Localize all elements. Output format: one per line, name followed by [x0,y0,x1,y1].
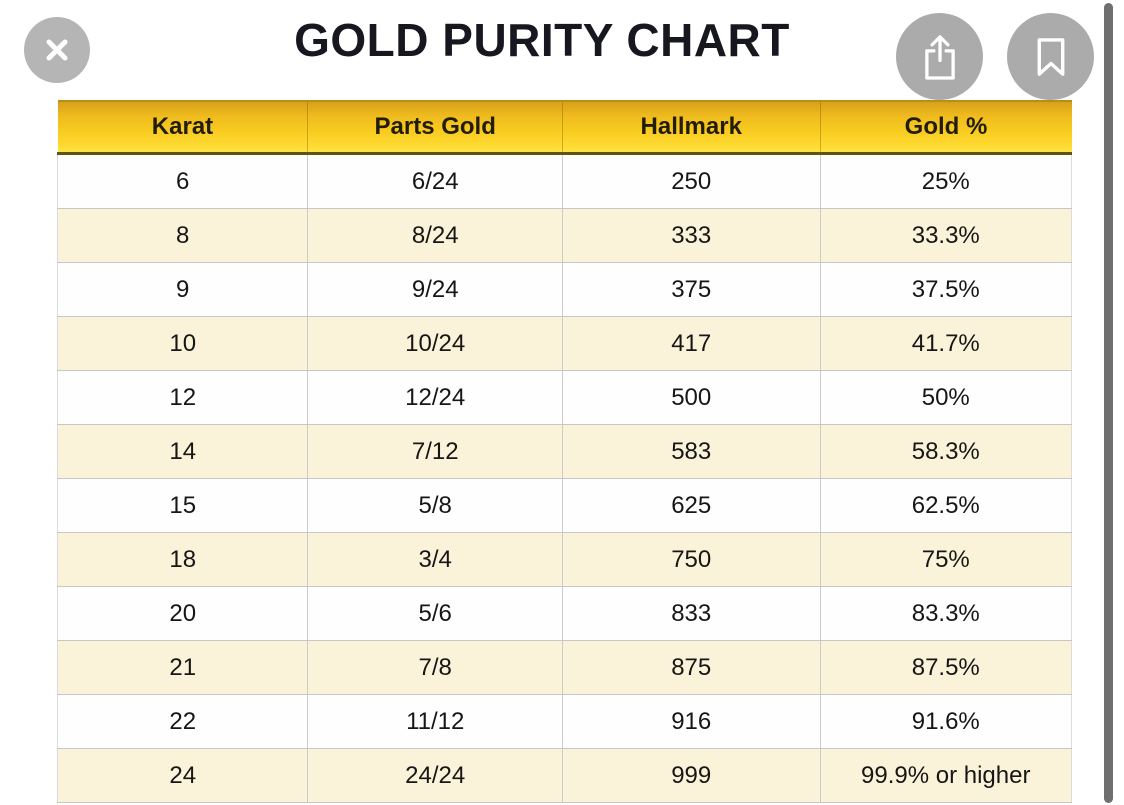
table-cell-gold-percent: 83.3% [819,586,1072,641]
table-cell-hallmark: 875 [561,640,820,695]
table-cell-hallmark: 916 [561,694,820,749]
table-cell-karat: 14 [56,424,308,479]
share-icon [919,32,961,82]
table-cell-hallmark: 250 [561,153,820,209]
share-button[interactable] [896,13,983,100]
table-cell-karat: 15 [56,478,308,533]
table-header-row: Karat Parts Gold Hallmark Gold % [57,100,1072,155]
table-cell-parts-gold: 10/24 [307,316,563,371]
table-cell-gold-percent: 91.6% [819,694,1072,749]
table-cell-parts-gold: 7/12 [307,424,563,479]
table-cell-karat: 9 [56,262,308,317]
table-cell-gold-percent: 41.7% [819,316,1072,371]
table-cell-parts-gold: 8/24 [307,208,563,263]
table-cell-hallmark: 583 [561,424,820,479]
table-row: 21 7/8 875 87.5% [56,640,1072,695]
table-cell-hallmark: 750 [561,532,820,587]
table-cell-karat: 8 [56,208,308,263]
table-cell-parts-gold: 5/8 [307,478,563,533]
column-header-hallmark: Hallmark [561,100,820,155]
table-row: 20 5/6 833 83.3% [56,586,1072,641]
table-row: 9 9/24 375 37.5% [56,262,1072,317]
table-cell-karat: 22 [56,694,308,749]
page-title: GOLD PURITY CHART [294,14,790,66]
table-cell-karat: 10 [56,316,308,371]
table-cell-parts-gold: 5/6 [307,586,563,641]
table-row: 15 5/8 625 62.5% [56,478,1072,533]
table-cell-gold-percent: 75% [819,532,1072,587]
close-button[interactable] [24,17,90,83]
table-cell-hallmark: 999 [561,748,820,803]
table-cell-parts-gold: 11/12 [307,694,563,749]
table-cell-parts-gold: 24/24 [307,748,563,803]
table-row: 24 24/24 999 99.9% or higher [56,748,1072,803]
table-cell-karat: 20 [56,586,308,641]
header-row: Karat Parts Gold Hallmark Gold % [57,100,1072,155]
table-cell-parts-gold: 3/4 [307,532,563,587]
table-cell-gold-percent: 62.5% [819,478,1072,533]
column-header-gold-percent: Gold % [819,100,1072,155]
table-row: 10 10/24 417 41.7% [56,316,1072,371]
column-header-karat: Karat [57,100,308,155]
table-cell-gold-percent: 99.9% or higher [819,748,1072,803]
table-cell-parts-gold: 7/8 [307,640,563,695]
column-header-parts-gold: Parts Gold [307,100,563,155]
table-cell-hallmark: 500 [561,370,820,425]
table-cell-karat: 18 [56,532,308,587]
table-cell-hallmark: 333 [561,208,820,263]
bookmark-button[interactable] [1007,13,1094,100]
table-cell-parts-gold: 6/24 [307,153,563,209]
table-cell-gold-percent: 37.5% [819,262,1072,317]
table-cell-karat: 12 [56,370,308,425]
gold-purity-table: Karat Parts Gold Hallmark Gold % 6 6/24 250 25… [56,100,1072,803]
vertical-scrollbar[interactable] [1104,3,1113,803]
table-row: 8 8/24 333 33.3% [56,208,1072,263]
close-icon [40,33,74,67]
table-cell-hallmark: 625 [561,478,820,533]
table-cell-karat: 6 [56,153,308,209]
table-cell-parts-gold: 9/24 [307,262,563,317]
table-cell-hallmark: 417 [561,316,820,371]
table-cell-karat: 24 [56,748,308,803]
table-cell-gold-percent: 33.3% [819,208,1072,263]
table-cell-gold-percent: 50% [819,370,1072,425]
table-row: 6 6/24 250 25% [56,153,1072,209]
table-cell-gold-percent: 58.3% [819,424,1072,479]
table-cell-hallmark: 833 [561,586,820,641]
table-row: 22 11/12 916 91.6% [56,694,1072,749]
table-row: 14 7/12 583 58.3% [56,424,1072,479]
table-body: 6 6/24 250 25% 8 8/24 333 33.3% 9 9/24 375 37.5% 10 1… [56,153,1072,803]
table-row: 12 12/24 500 50% [56,370,1072,425]
table-row: 18 3/4 750 75% [56,532,1072,587]
table-cell-gold-percent: 87.5% [819,640,1072,695]
table-cell-karat: 21 [56,640,308,695]
table-cell-gold-percent: 25% [819,153,1072,209]
gold-purity-table-container: Karat Parts Gold Hallmark Gold % 6 6/24 250 25… [56,100,1072,803]
bookmark-icon [1033,35,1069,79]
table-cell-hallmark: 375 [561,262,820,317]
table-cell-parts-gold: 12/24 [307,370,563,425]
